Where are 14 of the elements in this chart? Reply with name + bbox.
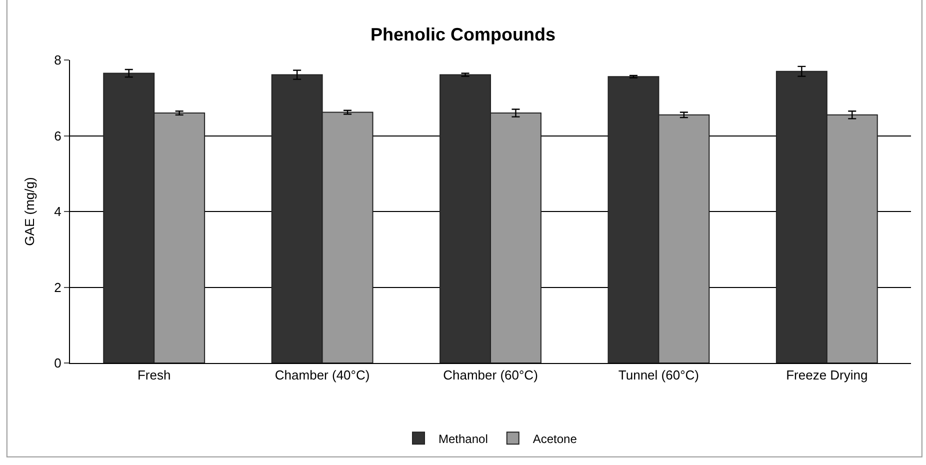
y-tick-label: 2 (54, 280, 62, 295)
y-tick-label: 0 (54, 356, 62, 371)
y-axis-title: GAE (mg/g) (22, 177, 37, 246)
x-tick-label: Freeze Drying (786, 368, 868, 383)
x-tick-label: Tunnel (60°C) (618, 368, 699, 383)
chart-title: Phenolic Compounds (370, 24, 556, 44)
legend-label: Acetone (532, 432, 578, 446)
x-tick-label: Fresh (137, 368, 171, 383)
x-tick-label: Chamber (40°C) (274, 368, 370, 383)
y-tick-label: 6 (54, 128, 62, 144)
legend-label: Methanol (438, 432, 488, 446)
x-tick-label: Chamber (60°C) (443, 368, 538, 383)
y-tick-label: 8 (54, 52, 62, 68)
y-tick-label: 4 (54, 204, 62, 220)
